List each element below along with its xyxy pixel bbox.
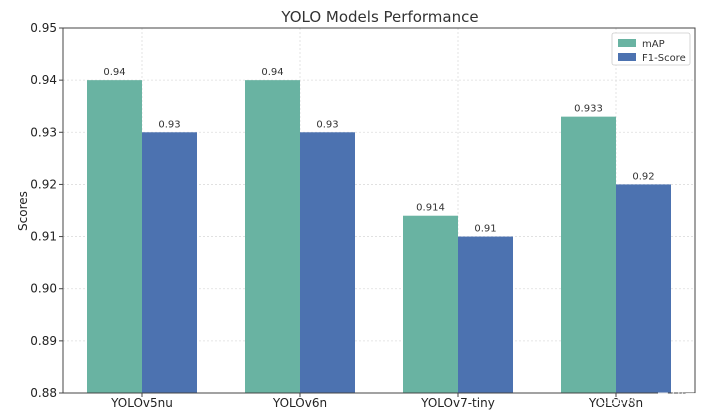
bar-f1-score-yolov8n bbox=[616, 184, 671, 393]
bar-f1-score-yolov5nu bbox=[142, 132, 197, 394]
bar-map-yolov5nu bbox=[87, 80, 142, 394]
legend-label: mAP bbox=[642, 39, 665, 50]
legend: mAP F1-Score bbox=[611, 32, 691, 66]
axes: 0.88 0.89 0.90 0.91 0.92 0.93 0.94 0.95 YOLOv5nu… bbox=[30, 21, 696, 410]
y-tick-label: 0.94 bbox=[30, 73, 57, 87]
y-tick-label: 0.92 bbox=[30, 177, 57, 191]
y-tick-label: 0.90 bbox=[30, 282, 57, 296]
bars: 0.94 0.93 0.94 0.93 0.914 0.91 0.933 0.92 bbox=[87, 67, 671, 394]
bar-map-yolov6n bbox=[245, 80, 300, 394]
chart-title: YOLO Models Performance bbox=[280, 8, 478, 26]
data-label: 0.94 bbox=[103, 67, 125, 78]
x-tick-label: YOLOv6n bbox=[272, 396, 327, 410]
y-tick-label: 0.93 bbox=[30, 125, 57, 139]
data-label: 0.94 bbox=[261, 67, 283, 78]
bar-map-yolov8n bbox=[561, 116, 616, 394]
bar-f1-score-yolov7-tiny bbox=[458, 236, 513, 393]
x-tick-label: YOLOv5nu bbox=[110, 396, 173, 410]
watermark-text: CSDN @思绪无限 bbox=[598, 392, 712, 408]
bar-f1-score-yolov6n bbox=[300, 132, 355, 394]
legend-label: F1-Score bbox=[642, 53, 686, 64]
data-label: 0.92 bbox=[632, 171, 654, 182]
data-label: 0.914 bbox=[416, 203, 445, 214]
y-tick-label: 0.88 bbox=[30, 386, 57, 400]
data-label: 0.91 bbox=[474, 224, 496, 235]
data-label: 0.93 bbox=[316, 119, 338, 130]
data-label: 0.93 bbox=[158, 119, 180, 130]
y-tick-label: 0.89 bbox=[30, 334, 57, 348]
y-tick-label: 0.95 bbox=[30, 21, 57, 35]
x-tick-label: YOLOv8n bbox=[588, 396, 643, 410]
y-tick-label: 0.91 bbox=[30, 230, 57, 244]
bar-map-yolov7-tiny bbox=[403, 215, 458, 393]
plot-frame bbox=[62, 27, 696, 394]
legend-swatch bbox=[618, 53, 636, 61]
y-axis-label: Scores bbox=[16, 191, 30, 231]
x-tick-label: YOLOv7-tiny bbox=[420, 396, 495, 410]
data-label: 0.933 bbox=[574, 104, 603, 115]
legend-swatch bbox=[618, 39, 636, 47]
